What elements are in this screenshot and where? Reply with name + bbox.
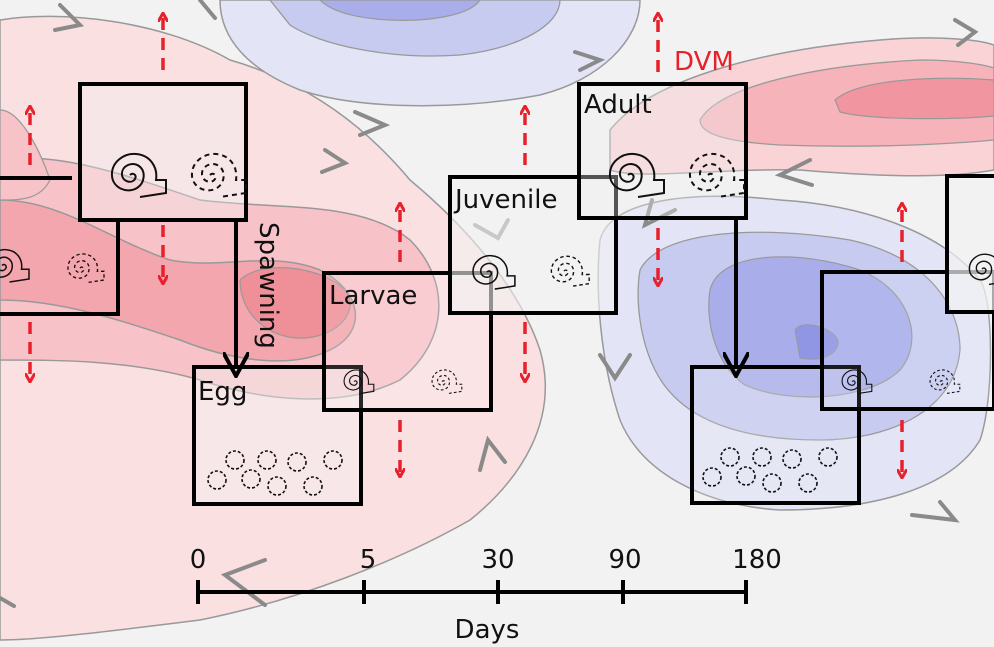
flow-chevron-icon — [598, 353, 632, 382]
flow-chevron-icon — [478, 435, 507, 472]
flow-chevron-icon — [320, 148, 350, 174]
stage-label-egg: Egg — [198, 377, 247, 407]
stage-box-egg-2 — [690, 365, 861, 505]
flow-chevron-icon — [0, 596, 16, 608]
stage-box-juvenile-2 — [945, 174, 994, 314]
flow-chevron-icon — [353, 110, 391, 137]
stage-label-juvenile: Juvenile — [453, 185, 557, 215]
tick-label: 5 — [360, 545, 377, 575]
tick-label: 0 — [190, 545, 207, 575]
tick-label: 90 — [608, 545, 641, 575]
flow-chevron-icon — [53, 3, 85, 32]
tick-label: 180 — [732, 545, 782, 575]
cool-field-top-core — [319, 0, 481, 21]
flow-chevron-icon — [198, 0, 217, 20]
flow-chevron-icon — [910, 500, 960, 523]
tick-label: 30 — [481, 545, 514, 575]
stage-box-juvenile-1 — [448, 175, 618, 315]
flow-chevron-icon — [953, 18, 979, 47]
stage-label-larvae: Larvae — [329, 281, 417, 311]
stage-box-left-partial — [0, 176, 120, 316]
cool-field-top-mid — [269, 0, 561, 57]
flow-chevron-icon — [220, 558, 267, 607]
cool-field-right-core — [794, 324, 839, 360]
stage-box-egg-1 — [192, 365, 363, 506]
dvm-label: DVM — [674, 47, 734, 77]
time-axis: 0 5 30 90 180 Days — [190, 545, 782, 645]
flow-chevron-icon — [774, 158, 814, 187]
flow-chevron-icon — [573, 50, 606, 72]
axis-label: Days — [455, 615, 520, 645]
spawning-label: Spawning — [253, 222, 283, 349]
stage-box-adult-1 — [78, 82, 248, 222]
flow-chevron-icon — [641, 198, 677, 229]
migration-arrows — [30, 17, 902, 474]
stage-box-adult-2 — [577, 82, 748, 220]
stage-label-adult: Adult — [584, 90, 652, 120]
warm-field-tr-core — [834, 77, 994, 120]
